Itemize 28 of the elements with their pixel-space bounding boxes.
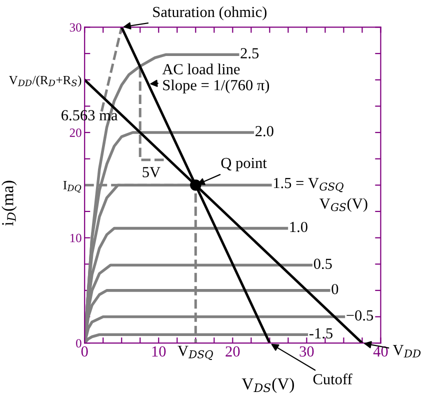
series-label: 1.0 (290, 222, 308, 232)
x-tick-label: V$_{DSQ}$ (178, 346, 213, 360)
series-label: 0 (332, 284, 338, 294)
annotation: V$_{DD}$ (392, 344, 421, 358)
annotation: V$_{GS}$(V) (319, 198, 368, 212)
series-label: 1.5 = V$_{GSQ}$ (274, 178, 344, 192)
y-tick-label: 20 (70, 128, 82, 137)
x-tick-label: 30 (300, 346, 314, 357)
annotation: Saturation (ohmic) (153, 6, 266, 20)
annotation: 5V (142, 167, 160, 178)
annotation: Cutoff (313, 373, 352, 384)
x-axis-title: V$_{DS}$(V) (242, 378, 294, 393)
series-label: −0.5 (346, 310, 374, 321)
y-tick-label: 10 (70, 234, 82, 242)
x-tick-label: 40 (373, 346, 388, 357)
annotation: Q point (221, 158, 267, 172)
y-tick-label: V$_{DD}$/(R$_{D}$+R$_{S}$) (8, 75, 82, 87)
y-tick-label: 0 (76, 339, 82, 348)
series-label: -1.5 (309, 328, 332, 339)
y-tick-label: I$_{DQ}$ (63, 181, 82, 193)
series-label: 0.5 (314, 258, 332, 270)
y-tick-label: 30 (70, 23, 82, 32)
x-tick-label: 10 (152, 346, 166, 357)
series-label: 2.0 (256, 126, 274, 136)
x-tick-label: 20 (226, 346, 240, 357)
series-label: 2.5 (240, 48, 259, 58)
y-axis-title: i$_{D}$(ma) (2, 180, 17, 226)
annotation: AC load line Slope = 1/(760 π) (162, 64, 270, 94)
